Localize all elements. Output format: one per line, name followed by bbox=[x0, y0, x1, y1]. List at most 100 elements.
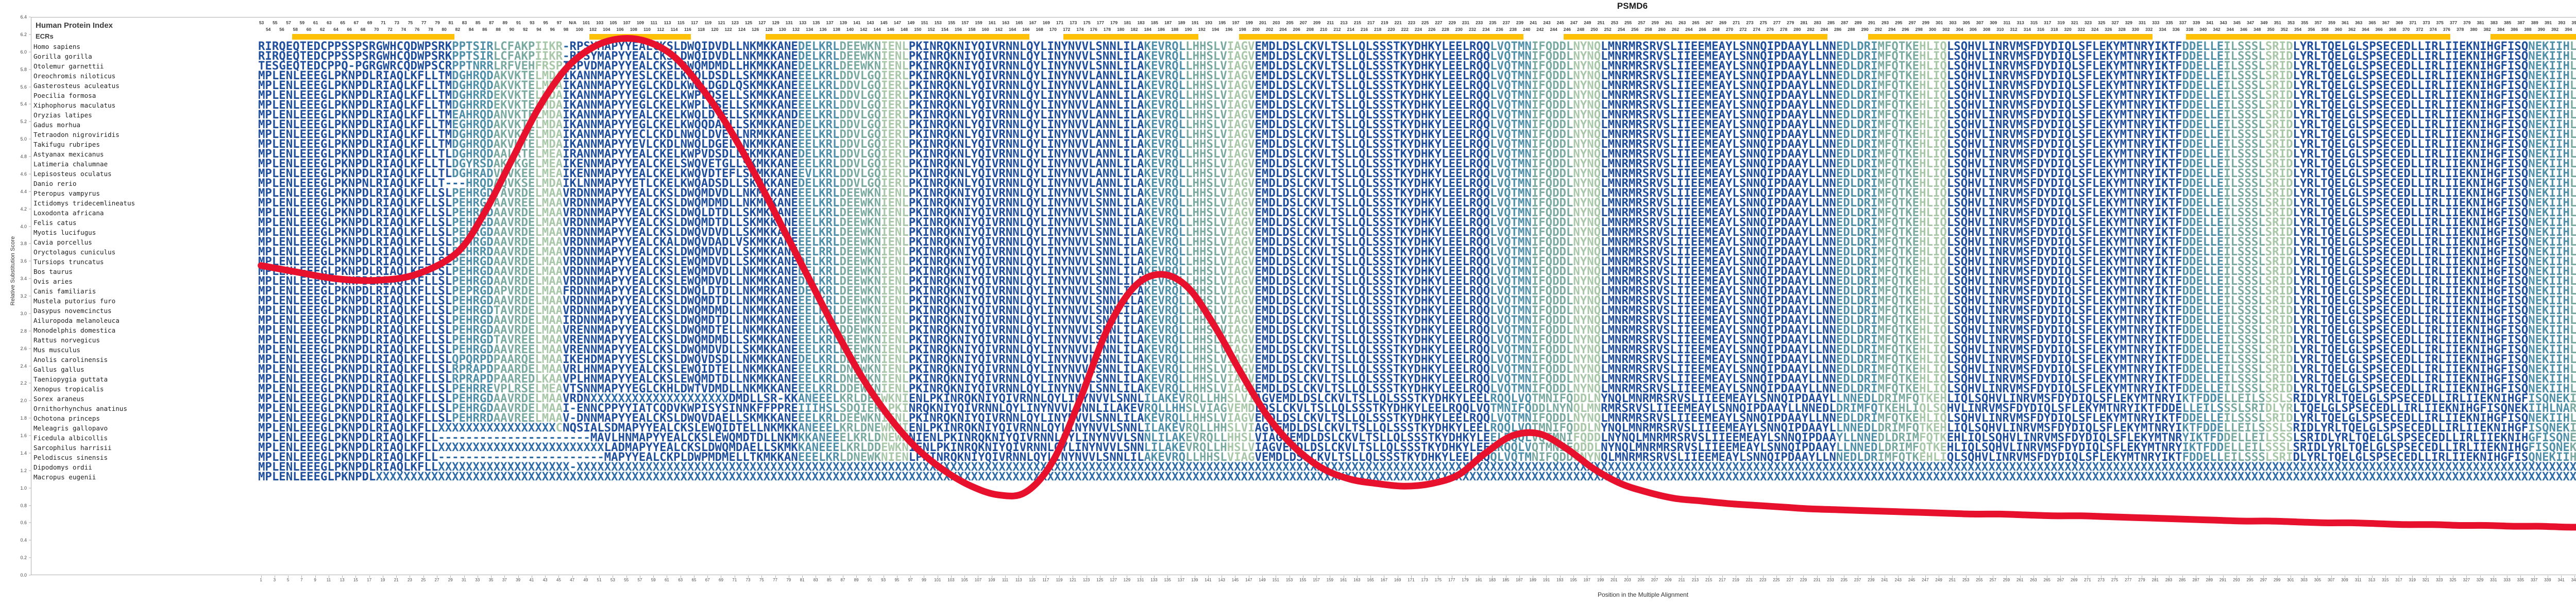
species-label[interactable]: Mustela putorius furo bbox=[33, 297, 116, 305]
column-number: 242 bbox=[1536, 27, 1544, 32]
species-label[interactable]: Astyanax mexicanus bbox=[33, 150, 104, 158]
column-number: 385 bbox=[2504, 20, 2512, 25]
species-label[interactable]: Ailuropoda melanoleuca bbox=[33, 317, 120, 324]
species-label[interactable]: Ictidomys tridecemlineatus bbox=[33, 199, 135, 207]
column-number: 261 bbox=[1665, 20, 1672, 25]
species-label[interactable]: Ochotona princeps bbox=[33, 414, 100, 422]
x-tick-mark bbox=[2074, 576, 2075, 578]
x-tick-label: 335 bbox=[2517, 578, 2524, 582]
x-tick-mark bbox=[1898, 576, 1899, 578]
x-tick-mark bbox=[315, 576, 316, 578]
species-label[interactable]: Tursiops truncatus bbox=[33, 258, 104, 266]
column-number: 231 bbox=[1462, 20, 1470, 25]
column-number: 318 bbox=[2050, 27, 2058, 32]
x-tick-label: 231 bbox=[1814, 578, 1821, 582]
species-label[interactable]: Ornithorhynchus anatinus bbox=[33, 405, 127, 412]
column-number: 164 bbox=[1009, 27, 1016, 32]
species-label[interactable]: Gasterosteus aculeatus bbox=[33, 82, 120, 90]
species-label[interactable]: Meleagris gallopavo bbox=[33, 424, 108, 432]
x-tick-mark bbox=[464, 576, 465, 578]
y-tick-label: 1.4 bbox=[20, 450, 27, 456]
species-label[interactable]: Macropus eugenii bbox=[33, 473, 96, 481]
species-label[interactable]: Dasypus novemcinctus bbox=[33, 307, 112, 315]
species-label[interactable]: Sarcophilus harrisii bbox=[33, 444, 112, 452]
x-tick-mark bbox=[2101, 576, 2102, 578]
column-number: 266 bbox=[1699, 27, 1706, 32]
x-tick-mark bbox=[2182, 576, 2183, 578]
human-protein-index-label: Human Protein Index bbox=[36, 21, 113, 30]
species-label[interactable]: Takifugu rubripes bbox=[33, 141, 100, 148]
species-label[interactable]: Felis catus bbox=[33, 219, 77, 227]
species-label[interactable]: Tetraodon nigroviridis bbox=[33, 131, 120, 139]
y-tick-label: 3.6 bbox=[20, 258, 27, 264]
species-label[interactable]: Xenopus tropicalis bbox=[33, 385, 104, 393]
column-number: 286 bbox=[1834, 27, 1842, 32]
x-tick-label: 189 bbox=[1529, 578, 1536, 582]
species-label[interactable]: Taeniopygia guttata bbox=[33, 375, 108, 383]
species-label[interactable]: Gorilla gorilla bbox=[33, 53, 92, 60]
x-tick-mark bbox=[2033, 576, 2034, 578]
x-tick-label: 215 bbox=[1705, 578, 1713, 582]
column-number: 332 bbox=[2145, 27, 2153, 32]
y-tick-label: 1.2 bbox=[20, 468, 27, 473]
x-tick-label: 229 bbox=[1800, 578, 1807, 582]
species-label[interactable]: Poecilia formosa bbox=[33, 92, 96, 99]
species-label[interactable]: Anolis carolinensis bbox=[33, 356, 108, 364]
column-number: 215 bbox=[1353, 20, 1361, 25]
y-tick-label: 5.4 bbox=[20, 101, 27, 107]
species-label[interactable]: Rattus norvegicus bbox=[33, 336, 100, 344]
column-number: 104 bbox=[603, 27, 611, 32]
x-tick-mark bbox=[1370, 576, 1371, 578]
column-number: 149 bbox=[907, 20, 915, 25]
species-label[interactable]: Pelodiscus sinensis bbox=[33, 454, 108, 461]
species-label[interactable]: Latimeria chalumnae bbox=[33, 160, 108, 168]
column-number: 163 bbox=[1002, 20, 1010, 25]
species-label[interactable]: Lepisosteus oculatus bbox=[33, 170, 112, 178]
column-number: 125 bbox=[744, 20, 753, 25]
species-label[interactable]: Dipodomys ordii bbox=[33, 463, 92, 471]
column-number: 289 bbox=[1854, 20, 1862, 25]
species-label[interactable]: Gallus gallus bbox=[33, 366, 84, 373]
species-label[interactable]: Oreochromis niloticus bbox=[33, 72, 116, 80]
column-number: 153 bbox=[934, 20, 942, 25]
column-number: 174 bbox=[1076, 27, 1084, 32]
species-label[interactable]: Sorex araneus bbox=[33, 395, 84, 403]
species-label[interactable]: Oryzias latipes bbox=[33, 111, 92, 119]
species-label[interactable]: Oryctolagus cuniculus bbox=[33, 248, 116, 256]
x-tick-label: 39 bbox=[516, 578, 520, 582]
column-number: 383 bbox=[2490, 20, 2498, 25]
species-label[interactable]: Myotis lucifugus bbox=[33, 229, 96, 236]
column-number: 219 bbox=[1381, 20, 1388, 25]
species-label[interactable]: Homo sapiens bbox=[33, 43, 80, 50]
species-label[interactable]: Monodelphis domestica bbox=[33, 326, 116, 334]
column-number: 256 bbox=[1631, 27, 1639, 32]
species-label[interactable]: Bos taurus bbox=[33, 268, 73, 275]
species-label[interactable]: Ovis aries bbox=[33, 278, 73, 285]
x-tick-label: 239 bbox=[1868, 578, 1875, 582]
x-tick-label: 299 bbox=[2273, 578, 2281, 582]
x-tick-label: 105 bbox=[961, 578, 968, 582]
x-tick-mark bbox=[775, 576, 776, 578]
y-tick-label: 5.6 bbox=[20, 84, 27, 90]
species-label[interactable]: Mus musculus bbox=[33, 346, 80, 354]
column-number: 144 bbox=[873, 27, 881, 32]
x-tick-label: 73 bbox=[745, 578, 751, 582]
column-number: 147 bbox=[893, 20, 901, 25]
species-label[interactable]: Danio rerio bbox=[33, 180, 77, 187]
page-title: PSMD6 bbox=[1617, 1, 1648, 11]
y-tick-label: 3.4 bbox=[20, 276, 27, 282]
species-label[interactable]: Cavia porcellus bbox=[33, 238, 92, 246]
species-label[interactable]: Pteropus vampyrus bbox=[33, 189, 100, 197]
x-tick-mark bbox=[1803, 576, 1804, 578]
species-label[interactable]: Xiphophorus maculatus bbox=[33, 101, 116, 109]
species-label[interactable]: Loxodonta africana bbox=[33, 209, 104, 217]
species-label[interactable]: Otolemur garnettii bbox=[33, 62, 104, 70]
x-tick-mark bbox=[626, 576, 627, 578]
column-number: 151 bbox=[921, 20, 928, 25]
species-label[interactable]: Ficedula albicollis bbox=[33, 434, 108, 442]
x-tick-label: 35 bbox=[488, 578, 494, 582]
species-label[interactable]: Canis familiaris bbox=[33, 287, 96, 295]
species-label[interactable]: Gadus morhua bbox=[33, 121, 80, 129]
column-number: 89 bbox=[502, 20, 508, 25]
